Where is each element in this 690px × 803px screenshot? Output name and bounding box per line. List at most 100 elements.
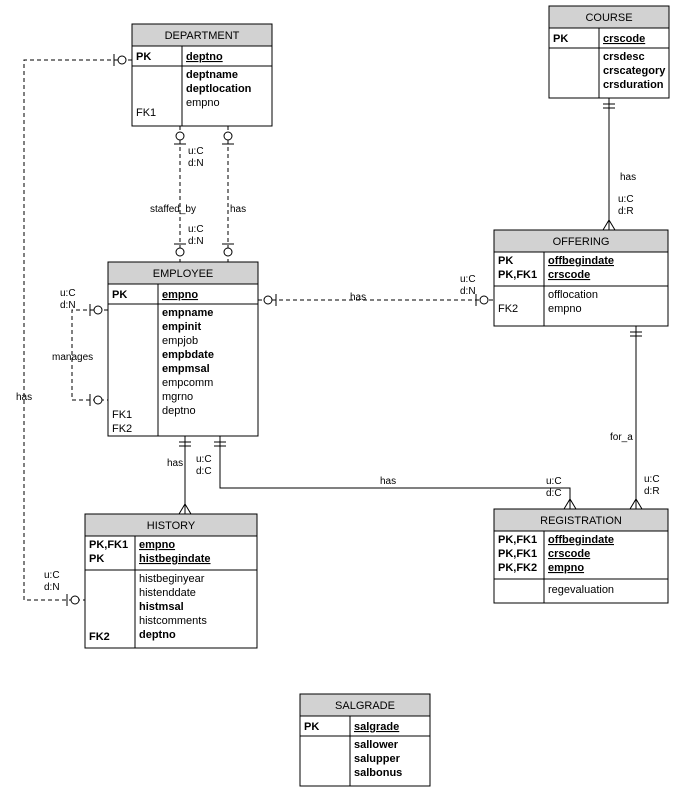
- rel-label: has: [167, 458, 183, 469]
- rel-course-offering-has: has u:Cd:R: [603, 98, 636, 230]
- column-name: deptno: [162, 405, 196, 417]
- rel-label: has: [16, 392, 32, 403]
- column-name: offlocation: [548, 289, 598, 301]
- column-name: sallower: [354, 739, 399, 751]
- key-label: PK: [89, 553, 104, 565]
- entity-department: DEPARTMENT PK deptno FK1 deptname deptlocatio…: [132, 24, 272, 126]
- rel-dept-emp-staffed: staffed_byu:Cd:Nu:Cd:N: [150, 126, 204, 262]
- column-name: mgrno: [162, 391, 193, 403]
- column-name: histbegindate: [139, 553, 211, 565]
- entity-title: DEPARTMENT: [165, 30, 240, 42]
- rel-cardinality: d:C: [196, 466, 212, 477]
- key-label: PK: [136, 51, 151, 63]
- key-label: FK2: [89, 631, 110, 643]
- rel-offering-reg-for_a: for_au:Cd:R: [610, 326, 660, 509]
- key-label: PK: [498, 255, 513, 267]
- column-name: histcomments: [139, 615, 207, 627]
- rel-cardinality: d:R: [618, 206, 634, 217]
- rel-cardinality: u:C: [188, 224, 204, 235]
- rel-dept-emp-has: has: [222, 126, 246, 262]
- rel-cardinality: d:N: [44, 582, 60, 593]
- entity-title: HISTORY: [147, 520, 196, 532]
- column-name: empno: [139, 539, 175, 551]
- column-name: crsdesc: [603, 51, 645, 63]
- key-label: FK2: [112, 423, 132, 435]
- column-name: crscode: [548, 548, 590, 560]
- rel-emp-self-manages: manages u:Cd:N: [52, 288, 108, 406]
- rel-label: manages: [52, 352, 93, 363]
- column-name: histenddate: [139, 587, 196, 599]
- column-name: empno: [162, 289, 198, 301]
- column-name: deptno: [186, 51, 223, 63]
- column-name: salupper: [354, 753, 401, 765]
- column-name: salgrade: [354, 721, 399, 733]
- entity-employee: EMPLOYEE PK empno FK1 FK2 empname empinit empjo…: [108, 262, 258, 436]
- rel-label: has: [230, 204, 246, 215]
- key-label: PK: [553, 33, 568, 45]
- key-label: FK1: [136, 107, 156, 119]
- rel-cardinality: u:C: [188, 146, 204, 157]
- column-name: empjob: [162, 335, 198, 347]
- rel-cardinality: d:N: [460, 286, 476, 297]
- column-name: empinit: [162, 321, 201, 333]
- rel-cardinality: u:C: [460, 274, 476, 285]
- key-label: PK,FK1: [498, 269, 537, 281]
- rel-emp-history-has: hasu:Cd:C: [167, 436, 212, 514]
- column-name: crscategory: [603, 65, 666, 77]
- key-label: PK,FK1: [498, 548, 537, 560]
- entity-title: COURSE: [585, 12, 632, 24]
- key-label: FK2: [498, 303, 518, 315]
- column-name: histmsal: [139, 601, 184, 613]
- column-name: deptno: [139, 629, 176, 641]
- entity-offering: OFFERING PK PK,FK1 offbegindate crscode FK2 of…: [494, 230, 668, 326]
- column-name: crscode: [548, 269, 590, 281]
- key-label: FK1: [112, 409, 132, 421]
- column-name: deptname: [186, 69, 238, 81]
- column-name: offbegindate: [548, 255, 614, 267]
- column-name: empno: [548, 562, 584, 574]
- er-diagram-canvas: staffed_byu:Cd:Nu:Cd:Nhasmanagesu:Cd:Nha…: [0, 0, 690, 803]
- column-name: empname: [162, 307, 213, 319]
- key-label: PK,FK2: [498, 562, 537, 574]
- column-name: crscode: [603, 33, 645, 45]
- entity-registration: REGISTRATIONPK,FK1PK,FK1PK,FK2offbeginda…: [494, 509, 668, 603]
- key-label: PK,FK1: [89, 539, 128, 551]
- rel-cardinality: u:C: [44, 570, 60, 581]
- column-name: empmsal: [162, 363, 210, 375]
- entity-title: EMPLOYEE: [153, 268, 214, 280]
- rel-label: for_a: [610, 432, 633, 443]
- rel-cardinality: d:C: [546, 488, 562, 499]
- column-name: salbonus: [354, 767, 402, 779]
- column-name: offbegindate: [548, 534, 614, 546]
- entity-title: OFFERING: [553, 236, 610, 248]
- rel-cardinality: d:N: [188, 236, 204, 247]
- rel-label: staffed_by: [150, 204, 196, 215]
- key-label: PK,FK1: [498, 534, 537, 546]
- entity-salgrade: SALGRADE PK salgrade sallower salupper salbon…: [300, 694, 430, 786]
- rel-emp-reg-has: has u:Cd:C: [214, 436, 576, 509]
- key-label: PK: [304, 721, 319, 733]
- entity-course: COURSE PK crscode crsdesc crscategory crsdura…: [549, 6, 669, 98]
- rel-cardinality: d:N: [60, 300, 76, 311]
- rel-cardinality: u:C: [60, 288, 76, 299]
- column-name: regevaluation: [548, 584, 614, 596]
- rel-cardinality: u:C: [618, 194, 634, 205]
- rel-emp-offering-has: has u:Cd:N: [258, 274, 494, 306]
- entity-title: REGISTRATION: [540, 515, 622, 527]
- rel-cardinality: d:R: [644, 486, 660, 497]
- entity-title: SALGRADE: [335, 700, 395, 712]
- column-name: empbdate: [162, 349, 214, 361]
- entity-history: HISTORY PK,FK1 PK empno histbegindate FK2 hist…: [85, 514, 257, 648]
- column-name: empno: [186, 97, 220, 109]
- rel-label: has: [380, 476, 396, 487]
- rel-cardinality: d:N: [188, 158, 204, 169]
- key-label: PK: [112, 289, 127, 301]
- rel-label: has: [350, 292, 366, 303]
- rel-label: has: [620, 172, 636, 183]
- rel-cardinality: u:C: [546, 476, 562, 487]
- column-name: histbeginyear: [139, 573, 205, 585]
- column-name: crsduration: [603, 79, 664, 91]
- column-name: empno: [548, 303, 582, 315]
- column-name: empcomm: [162, 377, 213, 389]
- column-name: deptlocation: [186, 83, 252, 95]
